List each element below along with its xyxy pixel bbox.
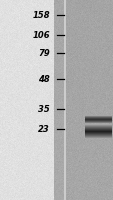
Text: 106: 106 <box>32 30 50 40</box>
Text: 79: 79 <box>38 48 50 58</box>
Text: 158: 158 <box>32 10 50 20</box>
Text: 23: 23 <box>38 124 50 134</box>
Text: 35: 35 <box>38 105 50 114</box>
Text: 48: 48 <box>38 74 50 84</box>
